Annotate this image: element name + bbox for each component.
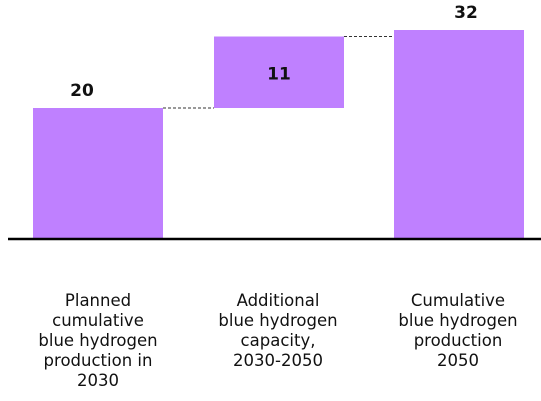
value-label-planned-2030: 20 — [70, 81, 94, 101]
category-label-planned-2030: Planned cumulative blue hydrogen product… — [38, 291, 158, 390]
value-label-additional-capacity: 11 — [267, 65, 291, 85]
bar-additional-capacity — [214, 36, 344, 108]
category-label-additional-capacity: Additional blue hydrogen capacity, 2030-… — [218, 291, 338, 370]
bar-cumulative-2050 — [394, 30, 524, 238]
value-label-cumulative-2050: 32 — [454, 3, 478, 23]
bar-planned-2030 — [33, 108, 163, 238]
category-label-cumulative-2050: Cumulative blue hydrogen production 2050 — [398, 291, 518, 370]
